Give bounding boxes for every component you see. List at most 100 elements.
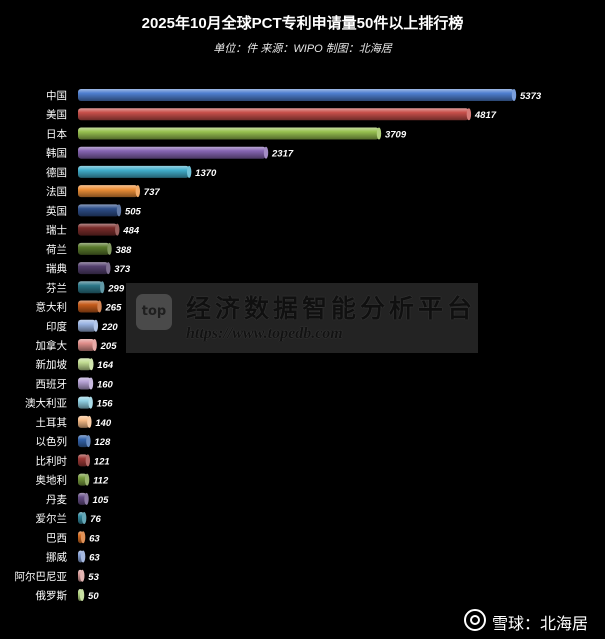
value-label: 160 xyxy=(97,379,114,390)
bar-end-cap xyxy=(376,127,382,140)
value-label: 5373 xyxy=(520,91,542,102)
bar xyxy=(78,146,267,159)
bar-end-cap xyxy=(84,473,90,486)
value-label: 63 xyxy=(89,553,100,564)
value-label: 112 xyxy=(93,476,109,487)
category-label: 印度 xyxy=(46,320,67,333)
category-label: 瑞士 xyxy=(46,224,67,237)
category-label: 美国 xyxy=(46,108,67,121)
value-label: 3709 xyxy=(385,129,407,140)
value-label: 737 xyxy=(144,187,161,198)
bar-end-cap xyxy=(186,165,192,178)
bar-end-cap xyxy=(86,435,91,448)
value-label: 388 xyxy=(115,245,132,256)
bar-end-cap xyxy=(466,108,472,121)
bar xyxy=(78,435,89,448)
bar-end-cap xyxy=(93,319,99,332)
bar-end-cap xyxy=(107,242,112,255)
bar xyxy=(78,262,109,275)
value-label: 76 xyxy=(90,514,101,525)
bar xyxy=(78,415,90,428)
bar xyxy=(78,300,100,313)
bar-end-cap xyxy=(115,223,120,236)
value-label: 156 xyxy=(97,399,114,410)
bar-end-cap xyxy=(511,89,517,101)
bar xyxy=(78,223,118,236)
category-label: 新加坡 xyxy=(36,358,68,371)
bar xyxy=(78,396,91,409)
bar xyxy=(78,185,138,198)
category-label: 瑞典 xyxy=(46,262,67,275)
watermark-logo: top xyxy=(136,294,172,330)
value-label: 63 xyxy=(89,533,100,544)
bar-end-cap xyxy=(88,377,94,390)
bar xyxy=(78,338,95,351)
value-label: 1370 xyxy=(195,168,217,179)
bar-end-cap xyxy=(106,262,111,275)
bar-end-cap xyxy=(79,588,85,601)
value-label: 484 xyxy=(122,226,140,237)
bar-end-cap xyxy=(84,492,89,505)
chart-subtitle: 单位：件 来源：WIPO 制图：北海居 xyxy=(213,43,392,55)
category-label: 澳大利亚 xyxy=(25,397,67,410)
value-label: 299 xyxy=(107,283,125,294)
bar xyxy=(78,204,119,217)
category-label: 挪威 xyxy=(46,551,67,564)
value-label: 4817 xyxy=(474,110,497,121)
bar-end-cap xyxy=(97,300,102,313)
category-label: 德国 xyxy=(46,166,67,179)
bar xyxy=(78,127,379,140)
bar xyxy=(78,377,91,390)
category-label: 以色列 xyxy=(36,435,68,448)
bar xyxy=(78,319,96,332)
value-label: 128 xyxy=(94,437,111,448)
chart-title: 2025年10月全球PCT专利申请量50件以上排行榜 xyxy=(141,15,464,32)
value-label: 140 xyxy=(95,418,112,429)
category-label: 韩国 xyxy=(46,147,67,160)
category-label: 土耳其 xyxy=(36,416,68,429)
value-label: 373 xyxy=(114,264,131,275)
category-label: 加拿大 xyxy=(36,339,68,352)
value-label: 121 xyxy=(94,456,110,467)
bar-end-cap xyxy=(80,569,85,582)
bar-end-cap xyxy=(80,550,86,563)
value-label: 205 xyxy=(100,341,118,352)
category-label: 中国 xyxy=(46,89,67,102)
value-label: 105 xyxy=(93,495,110,506)
category-label: 俄罗斯 xyxy=(36,589,68,602)
bar-end-cap xyxy=(135,185,141,198)
category-label: 英国 xyxy=(46,204,67,217)
bar xyxy=(78,108,469,121)
footer-brand-text: 雪球：北海居 xyxy=(492,614,589,633)
bar-end-cap xyxy=(80,531,86,544)
value-label: 50 xyxy=(88,591,99,602)
category-label: 法国 xyxy=(46,185,67,198)
value-label: 53 xyxy=(88,572,99,583)
bar xyxy=(78,242,110,255)
category-label: 比利时 xyxy=(36,454,68,467)
bar xyxy=(78,281,103,294)
category-label: 巴西 xyxy=(46,532,67,544)
category-label: 阿尔巴尼亚 xyxy=(15,570,68,583)
category-label: 西班牙 xyxy=(36,378,68,390)
category-label: 芬兰 xyxy=(46,281,67,294)
bar xyxy=(78,358,92,371)
value-label: 505 xyxy=(125,206,142,217)
bar-end-cap xyxy=(81,512,87,525)
category-label: 爱尔兰 xyxy=(36,512,68,525)
bar-end-cap xyxy=(100,281,105,294)
bar-end-cap xyxy=(87,415,92,428)
bar-end-cap xyxy=(263,146,269,159)
snowball-logo-icon xyxy=(464,609,486,631)
bar-end-cap xyxy=(88,396,93,409)
bar-end-cap xyxy=(92,338,97,351)
category-label: 荷兰 xyxy=(46,243,67,256)
category-label: 奥地利 xyxy=(36,474,68,487)
value-label: 2317 xyxy=(271,149,294,160)
bar-end-cap xyxy=(116,204,122,217)
bar xyxy=(78,473,88,486)
bar xyxy=(78,89,514,101)
watermark-panel: top 经济数据智能分析平台 https://www.topedb.com xyxy=(126,283,478,353)
bar-end-cap xyxy=(85,454,91,467)
